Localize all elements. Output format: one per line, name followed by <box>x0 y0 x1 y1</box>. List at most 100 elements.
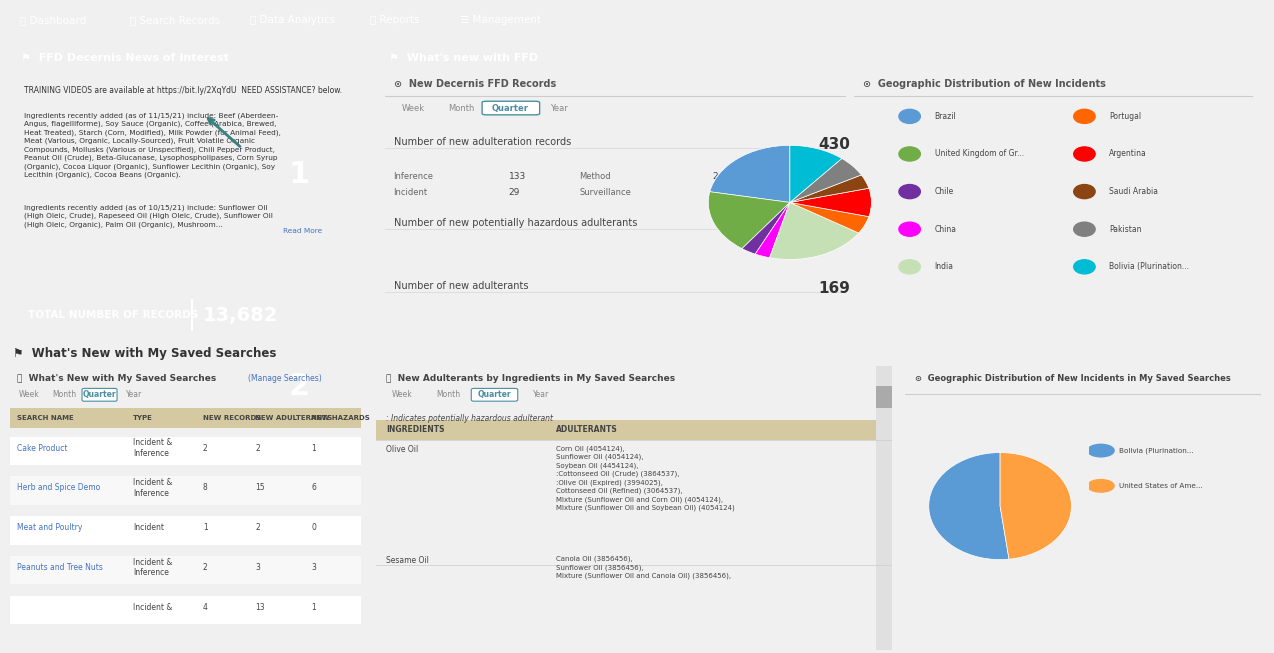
FancyBboxPatch shape <box>82 389 117 401</box>
Text: 4: 4 <box>203 603 208 612</box>
Text: 2: 2 <box>255 443 260 453</box>
Text: TRAINING VIDEOS are available at https://bit.ly/2XqYdU  NEED ASSISTANCE? below.: TRAINING VIDEOS are available at https:/… <box>24 86 343 95</box>
Text: China: China <box>935 225 957 234</box>
Text: 29: 29 <box>508 188 520 197</box>
Text: Number of new adulteration records: Number of new adulteration records <box>394 136 571 147</box>
Text: NEW ADULTERANTS: NEW ADULTERANTS <box>255 415 333 421</box>
Text: Meat and Poultry: Meat and Poultry <box>18 523 83 532</box>
Text: Peanuts and Tree Nuts: Peanuts and Tree Nuts <box>18 563 103 572</box>
Text: 13,682: 13,682 <box>203 306 278 325</box>
Text: ⚑  What's New with My Saved Searches: ⚑ What's New with My Saved Searches <box>13 347 276 360</box>
Text: 169: 169 <box>819 281 851 296</box>
Circle shape <box>1074 260 1096 274</box>
Circle shape <box>1074 222 1096 236</box>
Text: Cake Product: Cake Product <box>18 443 68 453</box>
Text: 1: 1 <box>312 603 316 612</box>
Text: Argentina: Argentina <box>1110 150 1147 159</box>
Text: Portugal: Portugal <box>1110 112 1142 121</box>
Wedge shape <box>708 192 790 249</box>
Text: Inference: Inference <box>394 172 433 181</box>
FancyBboxPatch shape <box>471 389 517 401</box>
Text: Incident: Incident <box>132 523 164 532</box>
Wedge shape <box>741 202 790 254</box>
Bar <box>376 420 892 439</box>
Bar <box>877 366 892 650</box>
Wedge shape <box>710 146 790 202</box>
Text: : Indicates potentially hazardous adulterant: : Indicates potentially hazardous adulte… <box>386 414 553 423</box>
Text: Week: Week <box>391 390 412 399</box>
Text: 2: 2 <box>203 563 208 572</box>
Text: Week: Week <box>19 390 39 399</box>
Text: Ingredients recently added (as of 11/15/21) include: Beef (Aberdeen-
Angus, flag: Ingredients recently added (as of 11/15/… <box>24 112 282 178</box>
Circle shape <box>1074 147 1096 161</box>
Text: 🔍  What's New with My Saved Searches: 🔍 What's New with My Saved Searches <box>18 374 217 383</box>
Text: Number of new adulterants: Number of new adulterants <box>394 281 527 291</box>
Text: Incident &: Incident & <box>132 603 172 612</box>
Text: Incident &
Inference: Incident & Inference <box>132 558 172 577</box>
Text: Brazil: Brazil <box>935 112 957 121</box>
Bar <box>10 596 361 624</box>
Bar <box>10 517 361 545</box>
Circle shape <box>899 260 920 274</box>
Text: United States of Ame...: United States of Ame... <box>1119 483 1203 489</box>
Circle shape <box>1074 185 1096 199</box>
Text: Number of new potentially hazardous adulterants: Number of new potentially hazardous adul… <box>394 218 637 229</box>
Wedge shape <box>790 146 842 202</box>
Text: 86: 86 <box>819 218 840 233</box>
Wedge shape <box>769 202 859 259</box>
Wedge shape <box>790 202 869 233</box>
Text: 13: 13 <box>255 603 265 612</box>
Bar <box>10 437 361 465</box>
Wedge shape <box>790 159 861 202</box>
Circle shape <box>1088 479 1115 492</box>
Circle shape <box>899 109 920 123</box>
Text: NEW RECORDS: NEW RECORDS <box>203 415 261 421</box>
Text: ☰ Management: ☰ Management <box>460 15 541 25</box>
Circle shape <box>1088 444 1115 457</box>
Wedge shape <box>755 202 790 258</box>
Text: 📋 Reports: 📋 Reports <box>369 15 419 25</box>
Text: 6: 6 <box>312 483 316 492</box>
Text: 2: 2 <box>255 523 260 532</box>
Text: Year: Year <box>550 104 568 112</box>
Text: Herb and Spice Demo: Herb and Spice Demo <box>18 483 101 492</box>
Text: ⊙  Geographic Distribution of New Incidents in My Saved Searches: ⊙ Geographic Distribution of New Inciden… <box>915 374 1231 383</box>
Text: 🏠 Dashboard: 🏠 Dashboard <box>20 15 87 25</box>
Bar <box>10 477 361 505</box>
Text: Saudi Arabia: Saudi Arabia <box>1110 187 1158 196</box>
Text: Pakistan: Pakistan <box>1110 225 1142 234</box>
Text: Chile: Chile <box>935 187 954 196</box>
Text: 1: 1 <box>203 523 208 532</box>
Text: Month: Month <box>52 390 76 399</box>
Text: TYPE: TYPE <box>132 415 153 421</box>
Text: Read More: Read More <box>284 229 322 234</box>
Text: 2: 2 <box>203 443 208 453</box>
Text: Year: Year <box>126 390 143 399</box>
Text: ⊙  New Decernis FFD Records: ⊙ New Decernis FFD Records <box>394 80 555 89</box>
Text: United Kingdom of Gr...: United Kingdom of Gr... <box>935 150 1024 159</box>
Text: 🔍 Search Records: 🔍 Search Records <box>130 15 220 25</box>
Circle shape <box>899 147 920 161</box>
Text: SEARCH NAME: SEARCH NAME <box>18 415 74 421</box>
Text: (Manage Searches): (Manage Searches) <box>248 374 322 383</box>
Text: Quarter: Quarter <box>83 390 116 399</box>
FancyBboxPatch shape <box>482 101 540 115</box>
Text: 133: 133 <box>508 172 526 181</box>
Circle shape <box>1074 109 1096 123</box>
Text: NEW HAZARDS: NEW HAZARDS <box>312 415 371 421</box>
Wedge shape <box>790 175 869 202</box>
Text: Incident &
Inference: Incident & Inference <box>132 478 172 498</box>
Text: 1: 1 <box>312 443 316 453</box>
Text: Month: Month <box>448 104 475 112</box>
Text: 📊 Data Analytics: 📊 Data Analytics <box>250 15 335 25</box>
Text: Year: Year <box>533 390 549 399</box>
Wedge shape <box>790 188 871 217</box>
Text: India: India <box>935 263 954 271</box>
Circle shape <box>899 222 920 236</box>
Text: 0: 0 <box>312 523 316 532</box>
Text: Sesame Oil: Sesame Oil <box>386 556 429 565</box>
Text: Bolivia (Plurination...: Bolivia (Plurination... <box>1119 447 1194 454</box>
Text: Bolivia (Plurination...: Bolivia (Plurination... <box>1110 263 1190 271</box>
Text: ⚑  FFD Decernis News of Interest: ⚑ FFD Decernis News of Interest <box>20 53 228 63</box>
Wedge shape <box>1000 453 1071 559</box>
